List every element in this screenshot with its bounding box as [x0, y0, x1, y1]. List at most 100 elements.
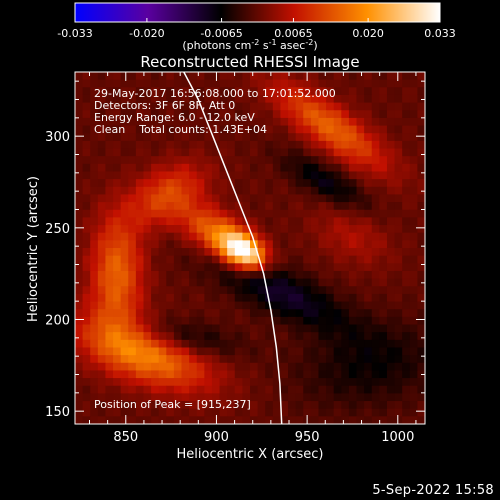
heatmap-cell: [196, 416, 205, 424]
heatmap-cell: [82, 225, 91, 234]
heatmap-cell: [310, 202, 319, 211]
heatmap-cell: [166, 140, 175, 149]
heatmap-cell: [409, 140, 418, 149]
heatmap-cell: [288, 332, 297, 341]
heatmap-cell: [341, 378, 350, 387]
heatmap-cell: [158, 148, 167, 157]
heatmap-cell: [105, 301, 114, 310]
heatmap-cell: [211, 79, 220, 88]
heatmap-cell: [234, 324, 243, 333]
heatmap-cell: [181, 225, 190, 234]
colorbar-tick-label: 0.0065: [274, 27, 313, 40]
heatmap-cell: [181, 102, 190, 111]
heatmap-cell: [257, 401, 266, 410]
heatmap-cell: [257, 194, 266, 203]
heatmap-cell: [158, 102, 167, 111]
heatmap-cell: [128, 202, 137, 211]
heatmap-cell: [295, 393, 304, 402]
heatmap-cell: [166, 148, 175, 157]
heatmap-cell: [234, 270, 243, 280]
heatmap-cell: [219, 355, 228, 364]
heatmap-cell: [90, 378, 99, 387]
heatmap-cell: [295, 79, 304, 88]
heatmap-cell: [280, 110, 289, 119]
heatmap-cell: [348, 324, 357, 333]
heatmap-cell: [371, 324, 380, 333]
heatmap-cell: [113, 378, 122, 387]
heatmap-cell: [409, 362, 418, 371]
heatmap-cell: [151, 393, 160, 402]
heatmap-cell: [196, 408, 205, 417]
heatmap-cell: [402, 133, 411, 142]
heatmap-cell: [318, 324, 327, 333]
heatmap-cell: [105, 194, 114, 203]
heatmap-cell: [181, 202, 190, 211]
heatmap-cell: [280, 225, 289, 234]
heatmap-cell: [409, 117, 418, 126]
heatmap-cell: [211, 179, 220, 188]
heatmap-cell: [166, 133, 175, 142]
heatmap-cell: [386, 79, 395, 88]
heatmap-cell: [318, 301, 327, 310]
heatmap-cell: [364, 186, 373, 195]
heatmap-cell: [386, 87, 395, 96]
heatmap-cell: [181, 171, 190, 180]
heatmap-cell: [409, 102, 418, 111]
heatmap-cell: [75, 385, 84, 394]
heatmap-cell: [219, 393, 228, 402]
heatmap-cell: [105, 370, 114, 379]
heatmap-cell: [143, 263, 152, 272]
heatmap-cell: [295, 72, 304, 81]
heatmap-cell: [143, 110, 152, 119]
heatmap-cell: [242, 232, 251, 241]
heatmap-cell: [257, 87, 266, 96]
heatmap-cell: [113, 225, 122, 234]
heatmap-cell: [409, 370, 418, 379]
heatmap-cell: [196, 140, 205, 149]
heatmap-cell: [356, 370, 365, 379]
heatmap-cell: [356, 385, 365, 394]
heatmap-cell: [75, 79, 84, 88]
heatmap-cell: [128, 278, 137, 287]
heatmap-cell: [234, 232, 243, 241]
heatmap-cell: [189, 347, 198, 356]
heatmap-cell: [272, 133, 281, 142]
heatmap-cell: [295, 255, 304, 264]
heatmap-cell: [128, 309, 137, 318]
heatmap-cell: [242, 240, 251, 249]
heatmap-cell: [189, 102, 198, 111]
heatmap-cell: [82, 401, 91, 410]
heatmap-cell: [265, 125, 274, 134]
heatmap-cell: [113, 324, 122, 333]
heatmap-cell: [219, 416, 228, 424]
heatmap-cell: [105, 339, 114, 348]
heatmap-cell: [303, 148, 312, 157]
heatmap-cell: [143, 309, 152, 318]
heatmap-cell: [75, 278, 84, 287]
heatmap-cell: [371, 163, 380, 172]
heatmap-cell: [166, 186, 175, 195]
heatmap-cell: [364, 263, 373, 272]
heatmap-cell: [310, 339, 319, 348]
heatmap-cell: [303, 286, 312, 295]
heatmap-cell: [288, 408, 297, 417]
heatmap-cell: [135, 225, 144, 234]
heatmap-cell: [90, 217, 99, 226]
heatmap-cell: [326, 202, 335, 211]
heatmap-cell: [364, 179, 373, 188]
heatmap-cell: [310, 293, 319, 302]
heatmap-cell: [318, 171, 327, 180]
heatmap-cell: [265, 117, 274, 126]
heatmap-cell: [166, 156, 175, 165]
heatmap-cell: [394, 133, 403, 142]
y-tick-label: 200: [45, 314, 70, 329]
heatmap-cell: [371, 148, 380, 157]
heatmap-cell: [242, 355, 251, 364]
heatmap-cell: [97, 156, 106, 165]
heatmap-cell: [272, 148, 281, 157]
heatmap-cell: [333, 248, 342, 257]
heatmap-cell: [75, 171, 84, 180]
heatmap-cell: [158, 140, 167, 149]
heatmap-cell: [211, 339, 220, 348]
